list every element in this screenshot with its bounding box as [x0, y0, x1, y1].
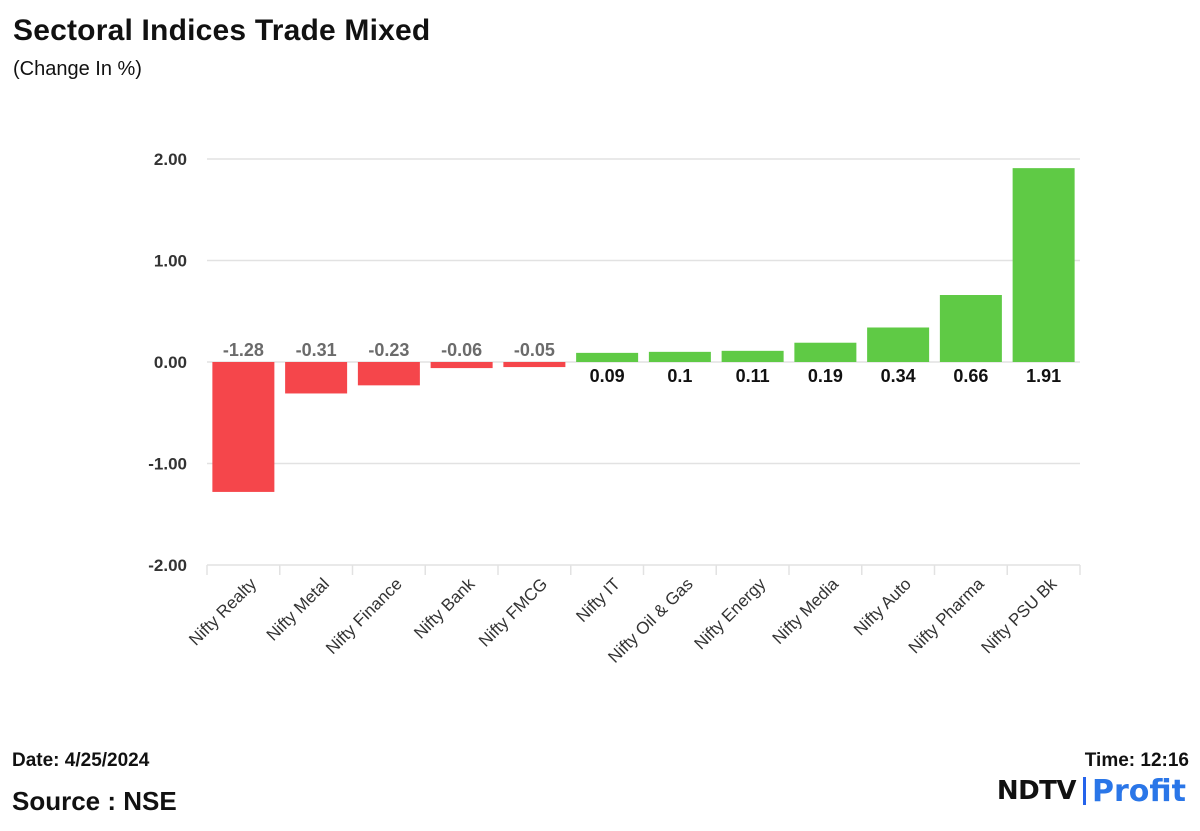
x-tick-label: Nifty Auto — [850, 574, 915, 639]
logo-ndtv-text: NDTV — [996, 776, 1077, 806]
source-label: Source : NSE — [12, 786, 177, 816]
bar — [1012, 168, 1075, 362]
x-tick-label: Nifty Energy — [691, 574, 770, 653]
data-label: -0.31 — [296, 340, 337, 360]
data-label: 0.34 — [881, 366, 916, 386]
y-tick-label: -2.00 — [148, 556, 187, 575]
x-tick-label: Nifty Metal — [263, 574, 333, 644]
x-tick-label: Nifty PSU Bk — [978, 574, 1061, 657]
logo-profit-main: Prof — [1092, 773, 1172, 809]
logo-profit-text: Profit — [1092, 774, 1186, 809]
data-label: 0.19 — [808, 366, 843, 386]
chart-subtitle: (Change In %) — [13, 58, 142, 80]
data-label: 0.09 — [590, 366, 625, 386]
time-label: Time: 12:16 — [1084, 750, 1189, 771]
bar-chart: 2.00 1.00 0.00 -1.00 -2.00 -1.28 Nifty Realty -… — [148, 150, 1081, 667]
bar — [867, 327, 930, 362]
logo-divider — [1083, 777, 1087, 805]
bar — [576, 352, 639, 362]
y-tick-label: -1.00 — [148, 455, 187, 474]
bar — [285, 362, 348, 394]
x-tick-label: Nifty IT — [572, 574, 624, 626]
x-tick-label: Nifty Finance — [322, 574, 406, 658]
x-tick-label: Nifty FMCG — [475, 574, 551, 650]
bar — [430, 362, 493, 369]
x-tick-label: Nifty Media — [769, 574, 843, 648]
ndtv-profit-logo: NDTV Profit — [996, 774, 1186, 809]
logo-profit-end: t — [1171, 773, 1186, 809]
data-label: -1.28 — [223, 340, 264, 360]
x-tick-label: Nifty Realty — [185, 574, 260, 649]
bar — [939, 295, 1002, 362]
bar — [503, 362, 566, 368]
bar — [721, 350, 784, 362]
date-label: Date: 4/25/2024 — [12, 750, 150, 771]
x-tick-label: Nifty Bank — [410, 574, 479, 643]
data-label: -0.06 — [441, 340, 482, 360]
data-label: 1.91 — [1026, 366, 1061, 386]
bar — [212, 362, 275, 492]
data-label: 0.1 — [667, 366, 692, 386]
y-tick-label: 1.00 — [154, 252, 187, 271]
data-label: -0.05 — [514, 340, 555, 360]
bar — [794, 342, 857, 362]
data-label: 0.11 — [736, 366, 770, 386]
y-tick-label: 0.00 — [154, 353, 187, 372]
data-label: -0.23 — [368, 340, 409, 360]
bar — [648, 351, 711, 362]
data-label: 0.66 — [953, 366, 988, 386]
y-tick-label: 2.00 — [154, 150, 187, 169]
chart-title: Sectoral Indices Trade Mixed — [13, 14, 431, 47]
x-tick-label: Nifty Pharma — [905, 574, 988, 657]
bar — [357, 362, 420, 386]
